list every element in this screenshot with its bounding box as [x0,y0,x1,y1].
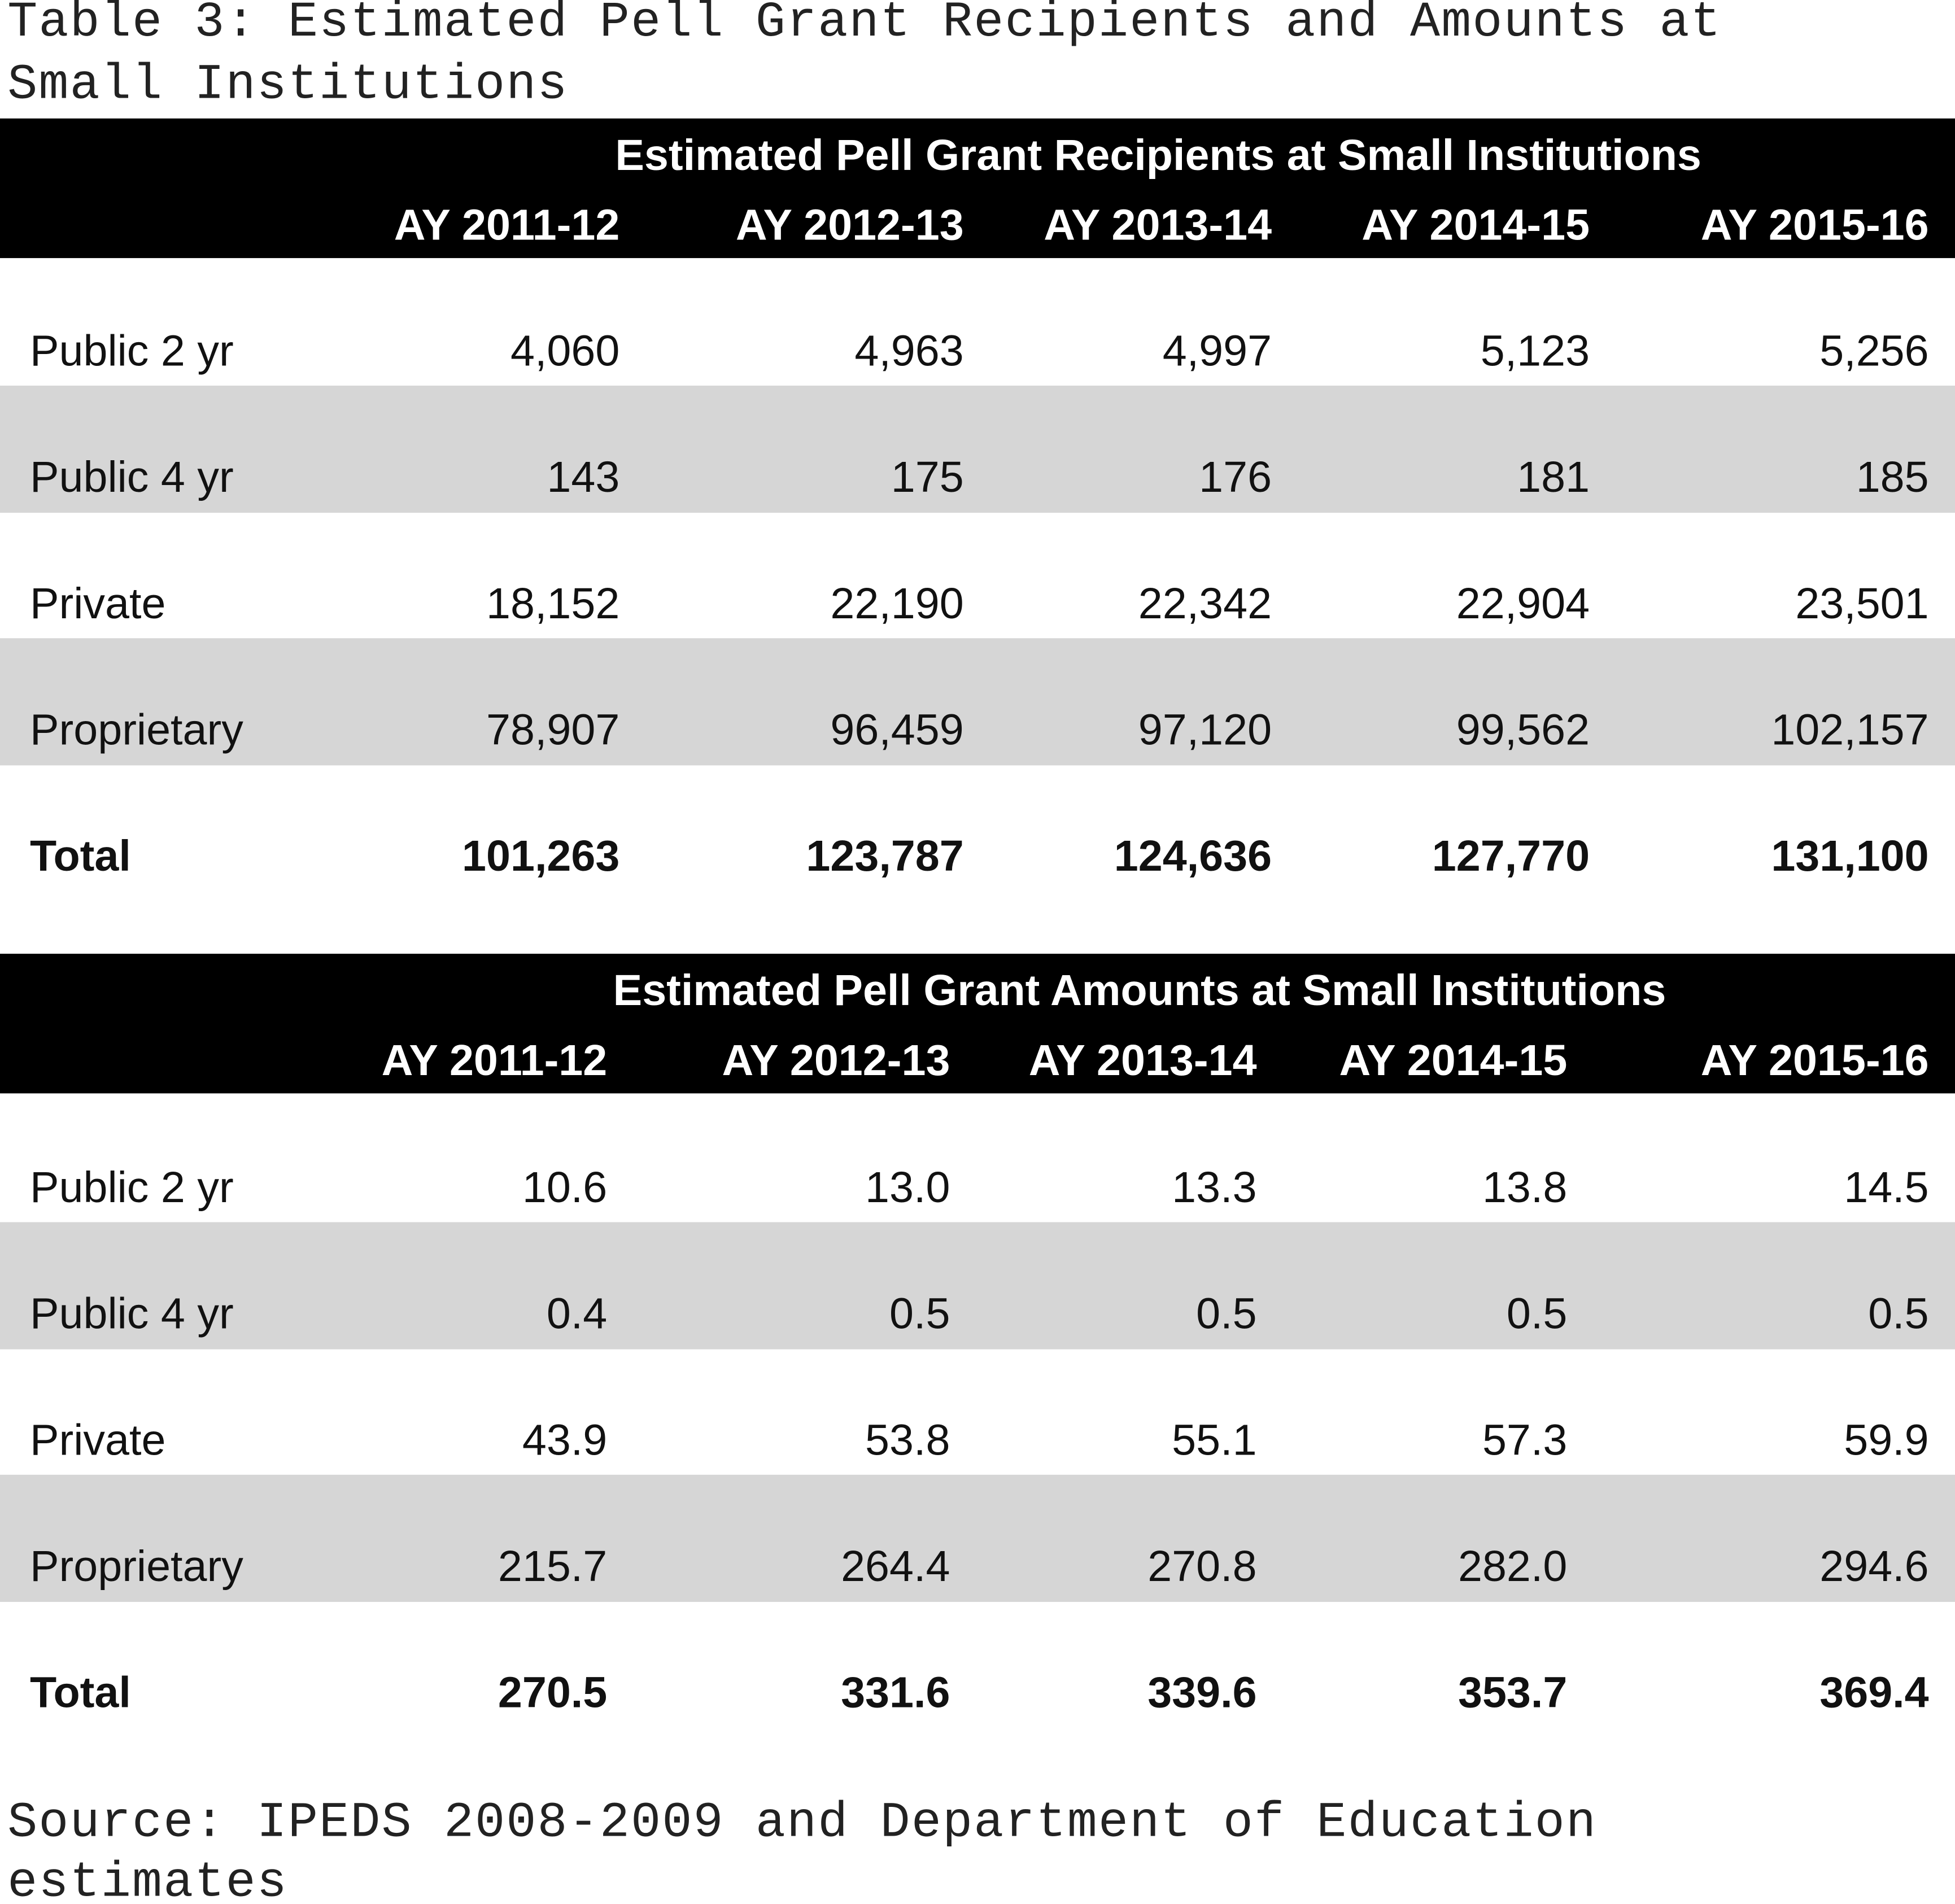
source-line: Source: IPEDS 2008-2009 and Department o… [7,1794,1597,1851]
cell: 5,256 [1819,326,1928,375]
header-band [0,118,1955,259]
row-shade [0,638,1955,766]
column-header: AY 2015-16 [1701,200,1929,249]
source-line: estimates [7,1854,288,1904]
cell: 0.5 [1196,1290,1256,1338]
cell: 23,501 [1795,579,1928,628]
cell: 143 [547,453,619,501]
row-label: Private [30,1416,165,1464]
cell: 97,120 [1138,705,1272,754]
column-header: AY 2014-15 [1361,200,1590,249]
column-header: AY 2015-16 [1701,1036,1929,1085]
cell: 127,770 [1432,832,1590,880]
row-shade [0,1474,1955,1602]
row-label: Public 2 yr [30,1163,234,1212]
cell: 57.3 [1482,1416,1567,1464]
cell: 13.8 [1482,1163,1567,1212]
cell: 78,907 [486,705,619,754]
cell: 331.6 [841,1669,950,1717]
cell: 102,157 [1771,705,1928,754]
cell: 0.5 [1868,1290,1928,1338]
cell: 22,904 [1456,579,1590,628]
row-label: Public 2 yr [30,326,234,375]
cell: 270.8 [1147,1542,1256,1591]
cell: 14.5 [1844,1163,1928,1212]
cell: 369.4 [1819,1669,1928,1717]
cell: 181 [1517,453,1590,501]
cell: 5,123 [1481,326,1590,375]
title-line: Small Institutions [7,56,569,113]
cell: 175 [891,453,964,501]
cell: 22,190 [830,579,963,628]
row-label: Proprietary [30,1542,243,1591]
cell: 0.5 [1507,1290,1567,1338]
cell: 123,787 [806,832,963,880]
cell: 185 [1856,453,1929,501]
cell: 53.8 [865,1416,950,1464]
cell: 339.6 [1147,1669,1256,1717]
cell: 131,100 [1771,832,1928,880]
cell: 99,562 [1456,705,1590,754]
column-header: AY 2013-14 [1044,200,1272,249]
cell: 22,342 [1138,579,1272,628]
title-line: Table 3: Estimated Pell Grant Recipients… [7,0,1722,51]
cell: 4,963 [854,326,963,375]
column-header: AY 2013-14 [1029,1036,1257,1085]
cell: 264.4 [841,1542,950,1591]
column-header: AY 2011-12 [382,1036,608,1085]
cell: 18,152 [486,579,619,628]
cell: 43.9 [522,1416,607,1464]
cell: 59.9 [1844,1416,1928,1464]
cell: 215.7 [498,1542,607,1591]
row-shade [0,1222,1955,1350]
row-label: Public 4 yr [30,1290,234,1338]
cell: 282.0 [1458,1542,1567,1591]
cell: 13.0 [865,1163,950,1212]
cell: 176 [1199,453,1272,501]
cell: 10.6 [522,1163,607,1212]
cell: 4,997 [1163,326,1272,375]
row-shade [0,385,1955,513]
column-header: AY 2012-13 [722,1036,950,1085]
row-label: Proprietary [30,705,243,754]
cell: 13.3 [1172,1163,1256,1212]
cell: 270.5 [498,1669,607,1717]
table-heading: Estimated Pell Grant Recipients at Small… [615,131,1701,180]
row-label: Total [30,1669,131,1717]
column-header: AY 2012-13 [736,200,964,249]
row-label: Public 4 yr [30,453,234,501]
cell: 4,060 [510,326,619,375]
cell: 353.7 [1458,1669,1567,1717]
cell: 0.5 [889,1290,950,1338]
cell: 55.1 [1172,1416,1256,1464]
row-label: Private [30,579,165,628]
column-header: AY 2011-12 [394,200,620,249]
cell: 96,459 [830,705,963,754]
cell: 0.4 [547,1290,607,1338]
cell: 101,263 [462,832,619,880]
cell: 294.6 [1819,1542,1928,1591]
table-heading: Estimated Pell Grant Amounts at Small In… [613,966,1666,1015]
cell: 124,636 [1114,832,1272,880]
column-header: AY 2014-15 [1339,1036,1567,1085]
header-band [0,954,1955,1094]
row-label: Total [30,832,131,880]
